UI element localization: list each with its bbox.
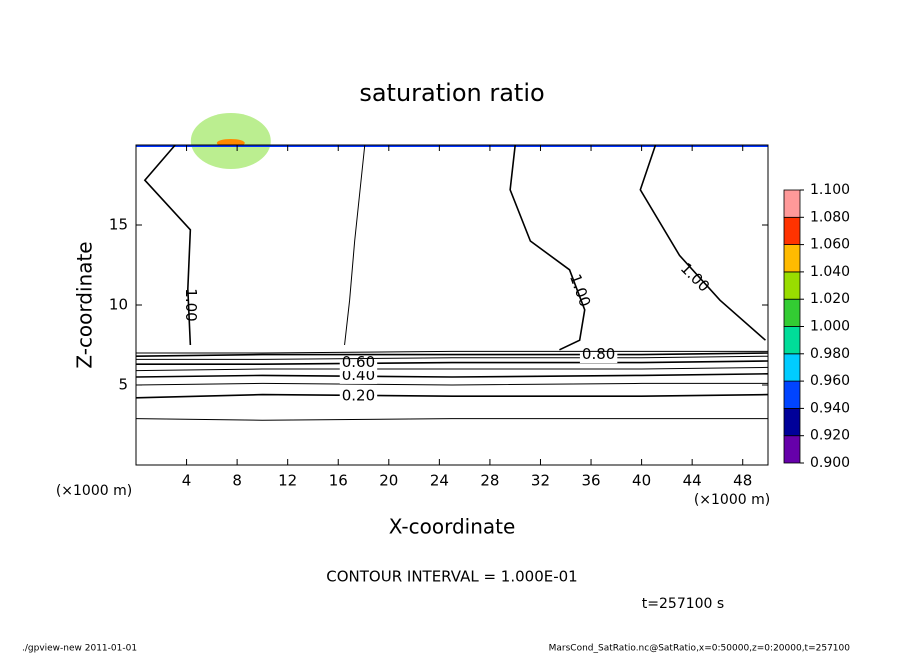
x-tick-label: 16 (329, 472, 348, 490)
colorbar-tick-label: 1.100 (810, 182, 850, 198)
x-tick-label: 36 (581, 472, 600, 490)
contour-line (135, 393, 769, 399)
colorbar-bin (783, 271, 801, 300)
x-tick-label: 32 (531, 472, 550, 490)
colorbar-tick-label: 1.060 (810, 237, 850, 253)
x-tick-label: 48 (733, 472, 752, 490)
contour-line (509, 144, 586, 351)
colorbar-tick-label: 0.940 (810, 400, 850, 416)
y-tick-label: 5 (118, 376, 128, 394)
x-tick-label: 8 (232, 472, 242, 490)
contour-interval: CONTOUR INTERVAL = 1.000E-01 (326, 568, 577, 586)
colorbar-tick-label: 0.960 (810, 373, 850, 389)
x-axis-label: X-coordinate (389, 515, 516, 539)
colorbar-bin (783, 244, 801, 273)
contour-line (135, 373, 769, 378)
contour-label: 0.60 (342, 353, 375, 371)
footer-left: ./gpview-new 2011-01-01 (22, 644, 137, 654)
plot-area: 0.200.400.60 0.801.00 1.00 1.004 8 12 16 20 24 28… (109, 113, 850, 490)
footer-right: MarsCond_SatRatio.nc@SatRatio,x=0:50000,… (549, 644, 851, 654)
contour-line (135, 382, 768, 386)
contour-label: 1.00 (182, 288, 200, 321)
colorbar-tick-label: 0.900 (810, 455, 850, 471)
contour-label: 0.20 (342, 387, 375, 405)
x-tick-label: 12 (278, 472, 297, 490)
colorbar-tick-label: 0.920 (810, 428, 850, 444)
contour-label-bg (339, 386, 378, 405)
colorbar-tick-label: 1.080 (810, 209, 850, 225)
colorbar-tick-label: 1.020 (810, 291, 850, 307)
x-tick-label: 40 (632, 472, 651, 490)
chart-title: saturation ratio (359, 79, 544, 107)
x-tick-label: 24 (430, 472, 449, 490)
x-tick-label: 28 (480, 472, 499, 490)
time-label: t=257100 s (642, 596, 724, 612)
colorbar-bin (783, 189, 801, 218)
colorbar-bin (783, 407, 801, 437)
contour-line (136, 350, 768, 354)
colorbar-tick-label: 1.000 (810, 319, 850, 335)
y-tick-label: 10 (109, 296, 128, 314)
contour-line (135, 352, 769, 357)
contour-line (135, 366, 769, 372)
colorbar-bin (783, 353, 801, 382)
contour-line (136, 355, 769, 360)
contour-line (344, 144, 366, 346)
colorbar-tick-label: 0.980 (810, 346, 850, 362)
x-axis-unit: (×1000 m) (694, 492, 770, 508)
x-tick-label: 4 (182, 472, 192, 490)
y-axis-label: Z-coordinate (73, 241, 97, 368)
contour-line (135, 418, 768, 421)
colorbar-bin (783, 380, 801, 409)
colorbar-bin (783, 326, 801, 355)
contour-label: 0.80 (582, 345, 615, 363)
x-tick-label: 44 (683, 472, 702, 490)
contour-line (143, 144, 192, 346)
contour-line (639, 144, 767, 341)
contour-line (136, 360, 769, 365)
y-axis-unit: (×1000 m) (56, 483, 132, 499)
colorbar-bin (783, 298, 801, 327)
colorbar-bin (783, 216, 801, 246)
y-tick-label: 15 (109, 216, 128, 234)
x-tick-label: 20 (379, 472, 398, 490)
contour-label-bg (579, 345, 618, 364)
contour-label-bg (339, 353, 378, 372)
colorbar-tick-label: 1.040 (810, 264, 850, 280)
colorbar-bin (783, 435, 801, 464)
